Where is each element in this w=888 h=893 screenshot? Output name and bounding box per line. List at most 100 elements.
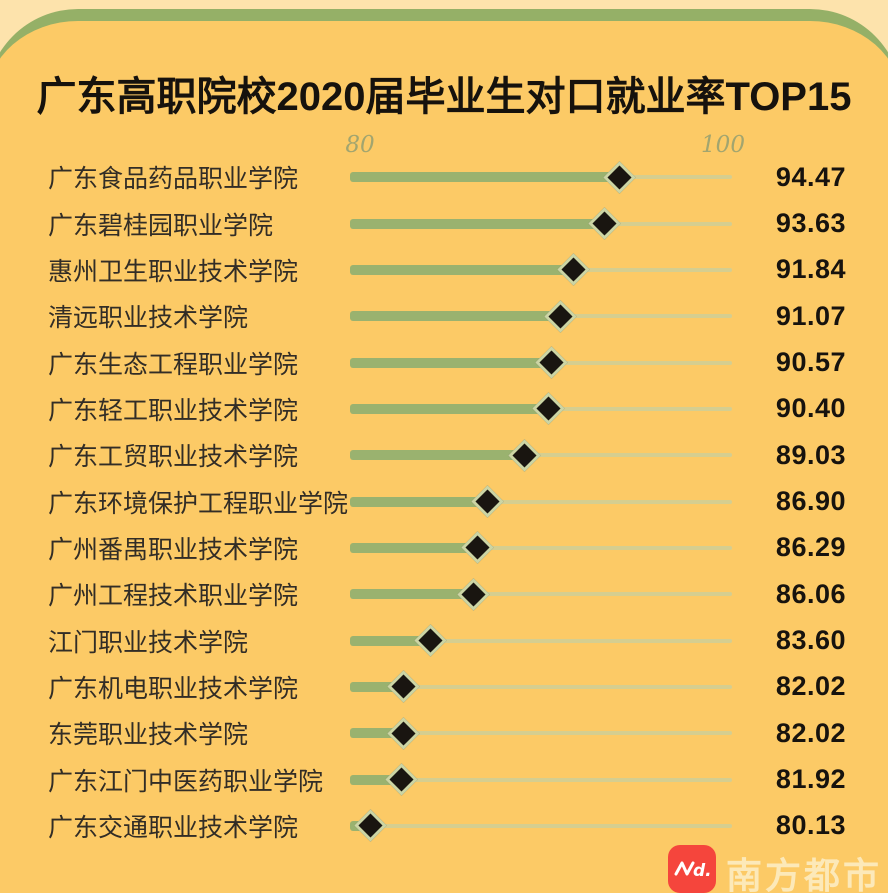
track-fill <box>350 450 525 461</box>
diamond-marker-icon <box>535 346 568 379</box>
institution-name: 广东轻工职业技术学院 <box>48 396 299 425</box>
employment-rate-value: 90.40 <box>775 393 846 424</box>
track-remainder <box>350 777 732 782</box>
chart-title: 广东高职院校2020届毕业生对口就业率TOP15 <box>36 75 852 119</box>
table-row: 广东交通职业技术学院 80.13 <box>48 803 846 849</box>
rate-track <box>350 624 733 657</box>
track-remainder <box>350 592 732 597</box>
track-fill <box>350 635 431 646</box>
track-fill <box>350 542 478 553</box>
rate-track <box>350 299 733 333</box>
track-fill <box>350 311 561 322</box>
diamond-marker-icon <box>386 717 420 750</box>
track-fill <box>350 774 402 785</box>
diamond-marker-icon <box>532 392 565 426</box>
track-remainder <box>350 638 732 643</box>
employment-rate-value: 91.84 <box>775 254 846 285</box>
publisher-name: 南方都市报 <box>726 855 883 893</box>
track-remainder <box>350 453 732 458</box>
rate-track <box>350 809 733 843</box>
institution-name: 广东机电职业技术学院 <box>48 674 299 703</box>
table-row: 广东食品药品职业学院 94.47 <box>48 154 846 200</box>
track-remainder <box>350 545 732 550</box>
track-remainder <box>350 731 732 736</box>
employment-rate-value: 89.03 <box>775 439 846 470</box>
svg-text:d.: d. <box>693 861 712 881</box>
table-row: 广东环境保护工程职业学院 86.90 <box>48 478 846 524</box>
diamond-marker-icon <box>508 438 541 472</box>
employment-rate-value: 82.02 <box>775 717 846 748</box>
table-row: 广州工程技术职业学院 86.06 <box>48 571 846 617</box>
employment-rate-value: 83.60 <box>775 625 846 656</box>
employment-rate-value: 86.29 <box>775 532 846 563</box>
diamond-marker-icon <box>414 624 447 657</box>
employment-rate-value: 94.47 <box>775 161 846 192</box>
rate-track <box>350 438 733 472</box>
table-row: 广东轻工职业技术学院 90.40 <box>48 386 846 432</box>
employment-rate-value: 90.57 <box>775 347 846 378</box>
table-row: 广东机电职业技术学院 82.02 <box>48 664 846 710</box>
track-fill <box>350 496 488 507</box>
table-row: 惠州卫生职业技术学院 91.84 <box>48 247 846 293</box>
diamond-marker-icon <box>460 531 494 565</box>
institution-name: 清远职业技术学院 <box>48 304 249 333</box>
table-row: 广州番禺职业技术学院 86.29 <box>48 525 846 571</box>
employment-rate-value: 81.92 <box>775 764 846 795</box>
institution-name: 广东工贸职业技术学院 <box>48 443 299 472</box>
diamond-marker-icon <box>386 670 420 704</box>
table-row: 广东江门中医药职业学院 81.92 <box>48 756 846 802</box>
rate-track <box>350 392 733 426</box>
institution-name: 广东江门中医药职业学院 <box>48 767 324 796</box>
diamond-marker-icon <box>588 207 621 240</box>
institution-name: 广东生态工程职业学院 <box>48 350 299 379</box>
diamond-marker-icon <box>602 160 636 194</box>
table-row: 广东工贸职业技术学院 89.03 <box>48 432 846 478</box>
table-row: 江门职业技术学院 83.60 <box>48 617 846 663</box>
employment-rate-value: 86.90 <box>775 486 846 517</box>
institution-name: 广东碧桂园职业学院 <box>48 211 274 240</box>
table-row: 清远职业技术学院 91.07 <box>48 293 846 339</box>
track-remainder <box>350 499 732 504</box>
diamond-marker-icon <box>353 809 387 843</box>
employment-rate-value: 91.07 <box>775 300 846 331</box>
rate-track <box>350 717 733 750</box>
track-remainder <box>350 823 732 828</box>
chart-rows: 广东食品药品职业学院 94.47 广东碧桂园职业学院 93.63 惠州卫生职业技… <box>48 154 846 849</box>
rate-track <box>350 160 733 194</box>
institution-name: 广东食品药品职业学院 <box>48 165 299 194</box>
institution-name: 东莞职业技术学院 <box>48 721 249 750</box>
employment-rate-value: 86.06 <box>775 578 846 609</box>
diamond-marker-icon <box>456 578 490 611</box>
diamond-marker-icon <box>471 485 504 518</box>
institution-name: 广州工程技术职业学院 <box>48 582 299 611</box>
track-fill <box>350 172 620 183</box>
track-fill <box>350 357 552 368</box>
axis-tick-100: 100 <box>701 132 745 158</box>
employment-rate-value: 80.13 <box>775 810 846 841</box>
institution-name: 广东环境保护工程职业学院 <box>48 489 349 518</box>
track-fill <box>350 728 404 739</box>
table-row: 广东碧桂园职业学院 93.63 <box>48 200 846 246</box>
employment-rate-value: 82.02 <box>775 671 846 702</box>
rate-track <box>350 670 733 704</box>
institution-name: 惠州卫生职业技术学院 <box>48 257 299 286</box>
track-remainder <box>350 684 732 689</box>
institution-name: 广东交通职业技术学院 <box>48 813 299 842</box>
table-row: 东莞职业技术学院 82.02 <box>48 710 846 756</box>
institution-name: 江门职业技术学院 <box>48 628 249 657</box>
rate-track <box>350 763 733 796</box>
rate-track <box>350 485 733 518</box>
track-fill <box>350 403 549 414</box>
track-fill <box>350 264 574 275</box>
rate-track <box>350 578 733 611</box>
track-fill <box>350 218 605 229</box>
axis-tick-80: 80 <box>345 132 375 158</box>
track-fill <box>350 681 404 692</box>
diamond-marker-icon <box>385 763 418 796</box>
diamond-marker-icon <box>557 253 590 287</box>
nandu-logo: d. <box>668 845 716 893</box>
rate-track <box>350 531 733 565</box>
institution-name: 广州番禺职业技术学院 <box>48 535 299 564</box>
